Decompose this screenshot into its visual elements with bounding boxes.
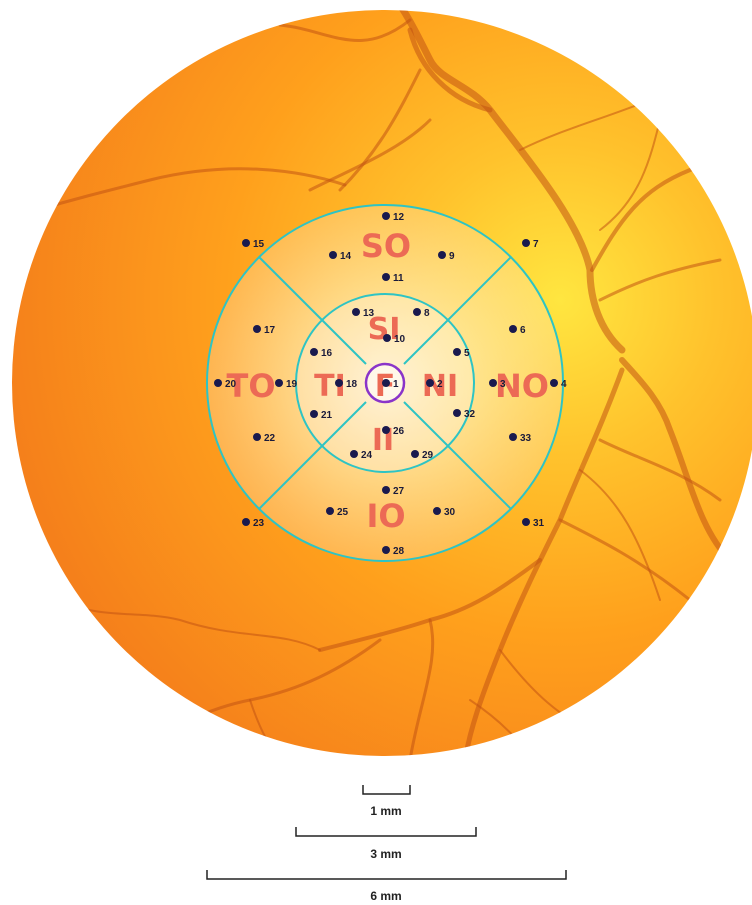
point-9-label: 9: [449, 251, 455, 262]
point-12-label: 12: [393, 212, 405, 223]
point-21-marker: [310, 410, 318, 418]
point-6-label: 6: [520, 325, 526, 336]
scale-bar-1mm: [362, 785, 411, 795]
point-20-label: 20: [225, 379, 237, 390]
point-1-label: 1: [393, 379, 399, 390]
scale-bar-6mm: [206, 870, 567, 880]
point-14-label: 14: [340, 251, 352, 262]
scale-label-3mm: 3 mm: [370, 847, 401, 861]
scale-label-6mm: 6 mm: [370, 889, 401, 903]
region-si-label: SI: [368, 312, 401, 347]
point-29-label: 29: [422, 450, 434, 461]
point-25-label: 25: [337, 507, 349, 518]
point-28-marker: [382, 546, 390, 554]
point-26-label: 26: [393, 426, 405, 437]
point-30-marker: [433, 507, 441, 515]
point-14-marker: [329, 251, 337, 259]
point-19-marker: [275, 379, 283, 387]
region-io-label: IO: [366, 497, 405, 535]
point-17-label: 17: [264, 325, 276, 336]
point-31-marker: [522, 518, 530, 526]
point-3-label: 3: [500, 379, 506, 390]
point-8-marker: [413, 308, 421, 316]
point-33-label: 33: [520, 433, 532, 444]
point-1-marker: [382, 379, 390, 387]
point-2-label: 2: [437, 379, 443, 390]
region-so-label: SO: [361, 227, 411, 265]
point-23-label: 23: [253, 518, 265, 529]
point-24-label: 24: [361, 450, 373, 461]
region-labels: SO SI TO TI F NI NO II IO: [226, 227, 549, 535]
grid-divider-sw: [258, 401, 367, 510]
point-10-label: 10: [394, 334, 406, 345]
point-10-marker: [383, 334, 391, 342]
point-23-marker: [242, 518, 250, 526]
point-27-label: 27: [393, 486, 405, 497]
region-ti-label: TI: [314, 369, 346, 404]
point-29-marker: [411, 450, 419, 458]
point-2-marker: [426, 379, 434, 387]
point-11-marker: [382, 273, 390, 281]
point-5-marker: [453, 348, 461, 356]
point-13-label: 13: [363, 308, 375, 319]
point-32-marker: [453, 409, 461, 417]
point-9-marker: [438, 251, 446, 259]
region-ni-label: NI: [422, 369, 458, 404]
grid-divider-nw: [258, 256, 367, 365]
point-19-label: 19: [286, 379, 298, 390]
point-27-marker: [382, 486, 390, 494]
grid-divider-se: [403, 401, 512, 510]
point-22-marker: [253, 433, 261, 441]
point-4-label: 4: [561, 379, 567, 390]
point-30-label: 30: [444, 507, 456, 518]
point-4-marker: [550, 379, 558, 387]
scale-label-1mm: 1 mm: [370, 804, 401, 818]
point-17-marker: [253, 325, 261, 333]
point-7-marker: [522, 239, 530, 247]
scale-bar-3mm: [295, 827, 477, 837]
point-15-label: 15: [253, 239, 265, 250]
point-33-marker: [509, 433, 517, 441]
region-to-label: TO: [226, 367, 275, 405]
point-18-marker: [335, 379, 343, 387]
point-24-marker: [350, 450, 358, 458]
point-13-marker: [352, 308, 360, 316]
point-25-marker: [326, 507, 334, 515]
point-5-label: 5: [464, 348, 470, 359]
point-31-label: 31: [533, 518, 545, 529]
point-22-label: 22: [264, 433, 276, 444]
point-21-label: 21: [321, 410, 333, 421]
point-7-label: 7: [533, 239, 539, 250]
point-15-marker: [242, 239, 250, 247]
point-32-label: 32: [464, 409, 476, 420]
point-6-marker: [509, 325, 517, 333]
point-16-label: 16: [321, 348, 333, 359]
point-16-marker: [310, 348, 318, 356]
grid-divider-ne: [403, 256, 512, 365]
point-20-marker: [214, 379, 222, 387]
region-no-label: NO: [495, 367, 549, 405]
point-3-marker: [489, 379, 497, 387]
point-18-label: 18: [346, 379, 358, 390]
point-28-label: 28: [393, 546, 405, 557]
point-8-label: 8: [424, 308, 430, 319]
scale-bars: [206, 785, 567, 880]
point-11-label: 11: [393, 273, 404, 284]
point-26-marker: [382, 426, 390, 434]
point-12-marker: [382, 212, 390, 220]
measurement-points: 1 2 3 4 5 6 7 8 9 10 11 12 13 14 15 16 1…: [214, 212, 567, 557]
